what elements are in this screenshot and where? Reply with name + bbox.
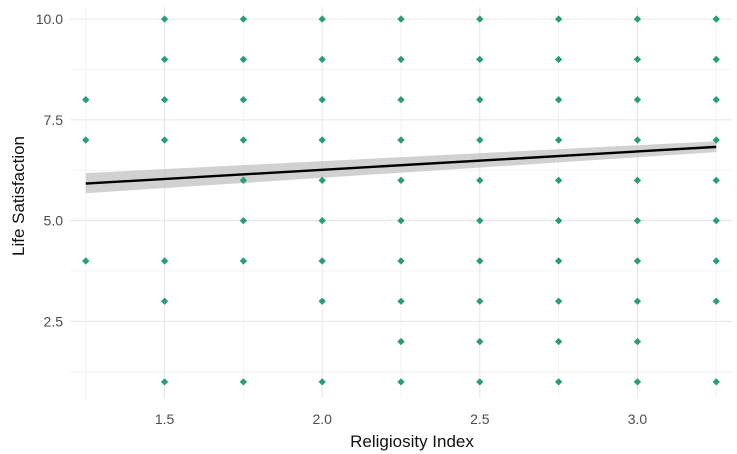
scatter-point (318, 378, 326, 386)
scatter-point (476, 55, 484, 64)
scatter-point (397, 337, 405, 346)
x-tick-label: 2.0 (312, 411, 332, 427)
scatter-point (554, 136, 563, 144)
regression-line (85, 145, 717, 185)
scatter-point (476, 297, 484, 305)
scatter-point (712, 297, 720, 305)
y-tick-label: 10.0 (36, 11, 63, 27)
scatter-point (239, 55, 248, 64)
scatter-point (476, 15, 484, 23)
scatter-point (239, 216, 248, 225)
scatter-point (239, 136, 248, 144)
scatter-point (397, 15, 405, 23)
scatter-point (397, 378, 405, 386)
scatter-point (239, 15, 248, 23)
scatter-point (397, 55, 405, 64)
scatter-point (633, 257, 642, 265)
scatter-point (712, 257, 720, 265)
scatter-point (633, 55, 642, 64)
y-tick-label: 5.0 (44, 213, 64, 229)
x-tick-label: 3.0 (628, 411, 648, 427)
scatter-point (82, 96, 90, 104)
scatter-point (318, 55, 326, 64)
points-layer (82, 15, 720, 386)
scatter-point (318, 15, 326, 23)
scatter-point (712, 216, 720, 225)
scatter-point (633, 297, 642, 305)
scatter-point (160, 136, 169, 144)
x-axis-title: Religiosity Index (350, 432, 474, 451)
scatter-point (397, 216, 405, 225)
scatter-point (318, 96, 326, 104)
scatter-point (318, 297, 326, 305)
scatter-point (554, 337, 563, 346)
scatter-point (397, 297, 405, 305)
scatter-point (160, 55, 169, 64)
scatter-point (554, 15, 563, 23)
scatter-point (82, 136, 90, 144)
scatter-point (239, 96, 248, 104)
scatter-point (712, 55, 720, 64)
scatter-point (476, 176, 484, 185)
x-axis-ticks: 1.5 2.0 2.5 3.0 (155, 411, 648, 427)
scatter-point (476, 216, 484, 225)
scatter-point (397, 176, 405, 185)
scatter-point (160, 378, 169, 386)
scatter-point (160, 15, 169, 23)
scatter-point (397, 136, 405, 144)
scatter-point (397, 96, 405, 104)
scatter-point (712, 378, 720, 386)
scatter-point (239, 257, 248, 265)
scatter-point (712, 96, 720, 104)
scatter-point (554, 176, 563, 185)
scatter-point (554, 216, 563, 225)
scatter-point (397, 257, 405, 265)
scatter-point (633, 337, 642, 346)
scatter-point (160, 297, 169, 305)
x-tick-label: 2.5 (470, 411, 490, 427)
scatter-point (554, 55, 563, 64)
scatter-point (476, 337, 484, 346)
scatter-point (476, 96, 484, 104)
scatter-point (318, 257, 326, 265)
scatter-point (633, 15, 642, 23)
scatter-point (712, 176, 720, 185)
scatter-point (633, 96, 642, 104)
scatter-point (633, 378, 642, 386)
y-tick-label: 7.5 (44, 112, 64, 128)
regression-line-layer (85, 145, 717, 185)
x-tick-label: 1.5 (155, 411, 175, 427)
scatter-point (476, 257, 484, 265)
y-axis-title: Life Satisfaction (9, 136, 28, 256)
scatter-point (554, 96, 563, 104)
scatter-point (318, 136, 326, 144)
scatter-point (82, 257, 90, 265)
scatter-point (239, 378, 248, 386)
y-tick-label: 2.5 (44, 313, 64, 329)
scatter-point (633, 216, 642, 225)
scatter-point (318, 216, 326, 225)
scatter-point (554, 378, 563, 386)
scatter-point (633, 176, 642, 185)
y-axis-ticks: 2.5 5.0 7.5 10.0 (36, 11, 63, 329)
scatter-point (160, 257, 169, 265)
scatter-point (476, 136, 484, 144)
scatter-point (554, 297, 563, 305)
scatter-point (160, 96, 169, 104)
scatter-point (476, 378, 484, 386)
scatter-point (712, 15, 720, 23)
scatter-point (633, 136, 642, 144)
scatter-point (554, 257, 563, 265)
